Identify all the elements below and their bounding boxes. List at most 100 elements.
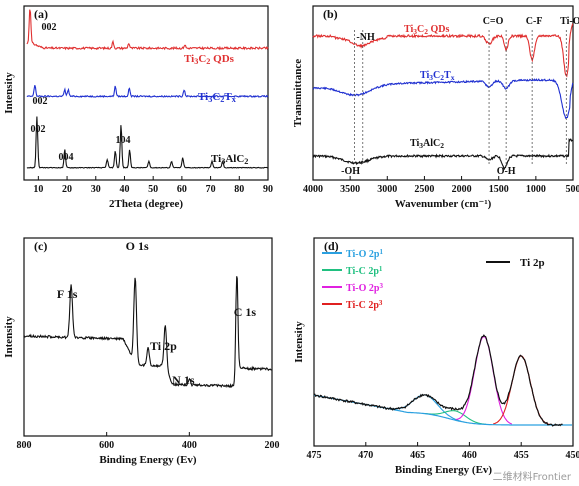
x-tick-label: 4000 [303, 184, 323, 195]
series-label-part: 3 [429, 73, 433, 82]
legend-label-part: 1 [379, 265, 383, 273]
legend-label-part: Ti-C 2p [346, 300, 379, 311]
series-label-part: 2 [206, 57, 210, 66]
band-label: C=O [483, 16, 504, 27]
legend-label-part: Ti-O 2p [346, 249, 380, 260]
series-label-part: T [444, 70, 451, 81]
panel-a-xrd: 10 20 30 40 50 60 70 80 90 2Theta (degree) Intensi… [3, 5, 273, 210]
legend-label-part: 3 [379, 299, 383, 307]
x-tick-label: 1500 [489, 184, 509, 195]
band-label: -NH [356, 32, 375, 43]
series-label-part: 3 [194, 57, 198, 66]
legend-label: Ti-C 2p3 [346, 299, 383, 311]
peak-label: C 1s [234, 305, 257, 319]
band-label: -OH [341, 166, 360, 177]
plot-frame [23, 237, 273, 437]
panel-c-xps-survey: 800 600 400 200 Binding Energy (Ev) Intensity… [3, 237, 280, 466]
x-tick-label: 600 [99, 440, 114, 451]
fit-component-line [455, 335, 513, 425]
x-axis-label: Binding Energy (Ev) [99, 454, 197, 466]
x-tick-label: 475 [307, 450, 322, 461]
peak-label: F 1s [57, 287, 78, 301]
x-tick-label: 50 [148, 184, 158, 195]
panel-d-xps-ti2p: 475 470 465 460 455 450 Binding Energy (Ev) Int… [293, 237, 579, 476]
series-label-part: 2 [424, 27, 428, 36]
x-tick-label: 10 [33, 184, 43, 195]
legend-label-part: Ti-C 2p [346, 266, 379, 277]
legend-label: Ti-C 2p1 [346, 265, 383, 277]
series-line [26, 9, 269, 51]
x-tick-label: 465 [410, 450, 425, 461]
annotation: 002 [33, 96, 48, 107]
x-axis-label: Binding Energy (Ev) [395, 464, 493, 476]
panel-label: (a) [34, 7, 48, 21]
series-label-part: AlC [225, 153, 244, 165]
series-label-part: Ti [410, 138, 419, 149]
legend-label-part: 3 [379, 282, 383, 290]
series-label-part: 3 [413, 27, 417, 36]
x-tick-label: 470 [358, 450, 373, 461]
panel-label: (d) [324, 239, 339, 253]
series-label: Ti3C2Tx [198, 91, 237, 104]
peak-label: O 1s [126, 239, 149, 253]
series-label-part: 2 [440, 73, 444, 82]
y-axis-label: Intensity [3, 72, 15, 114]
x-tick-label: 90 [263, 184, 273, 195]
series-label-part: C [212, 91, 220, 103]
legend-label: Ti-O 2p1 [346, 248, 383, 260]
series-label-part: 2 [220, 95, 224, 104]
panel-label: (b) [323, 7, 338, 21]
band-label: Ti-O [560, 16, 579, 27]
peak-label: Ti 2p [150, 339, 177, 353]
x-tick-label: 30 [91, 184, 101, 195]
band-label: O-H [497, 166, 516, 177]
legend-label: Ti 2p [520, 257, 545, 269]
series-label-part: T [224, 91, 232, 103]
series-line [26, 85, 269, 99]
data-line [313, 334, 563, 427]
x-tick-label: 80 [234, 184, 244, 195]
series-label: Ti3AlC2 [410, 138, 444, 150]
band-label: C-F [526, 16, 543, 27]
x-tick-label: 40 [119, 184, 129, 195]
x-tick-label: 2000 [452, 184, 472, 195]
y-axis-label: Intensity [3, 316, 15, 358]
plot-frame [312, 5, 574, 181]
panel-b-ftir: 4000 3500 3000 2500 2000 1500 1000 500 Wavenumbe… [292, 5, 579, 210]
legend-label-part: 1 [379, 248, 383, 256]
x-axis-label: Wavenumber (cm⁻¹) [395, 198, 492, 210]
annotation: 002 [42, 22, 57, 33]
series-label-part: Ti [420, 70, 429, 81]
annotation: 002 [31, 124, 46, 135]
panel-label: (c) [34, 239, 47, 253]
y-axis-label: Intensity [293, 321, 305, 363]
x-tick-label: 3000 [377, 184, 397, 195]
plot-frame [313, 237, 574, 447]
x-tick-label: 3500 [340, 184, 360, 195]
peak-label: N 1s [172, 373, 195, 387]
series-label-part: Ti [198, 91, 208, 103]
x-tick-label: 1000 [526, 184, 546, 195]
x-tick-label: 500 [566, 184, 579, 195]
series-label-part: x [451, 73, 455, 82]
watermark: 二维材料Frontier [492, 472, 571, 483]
series-line [26, 116, 269, 169]
legend-label: Ti-O 2p3 [346, 282, 383, 294]
x-tick-label: 2500 [414, 184, 434, 195]
x-tick-label: 20 [62, 184, 72, 195]
fit-component-line [424, 410, 487, 425]
plot-frame [23, 5, 269, 181]
series-label-part: 2 [244, 157, 248, 166]
x-tick-label: 450 [566, 450, 579, 461]
x-tick-label: 800 [17, 440, 32, 451]
series-label-part: 3 [419, 141, 423, 150]
series-line [312, 78, 574, 120]
series-label-part: 3 [208, 95, 212, 104]
series-label-part: 3 [221, 157, 225, 166]
x-tick-label: 400 [182, 440, 197, 451]
series-line [23, 276, 273, 389]
series-label-part: QDs [428, 24, 450, 35]
series-line [312, 137, 573, 171]
series-label-part: C [417, 24, 424, 35]
